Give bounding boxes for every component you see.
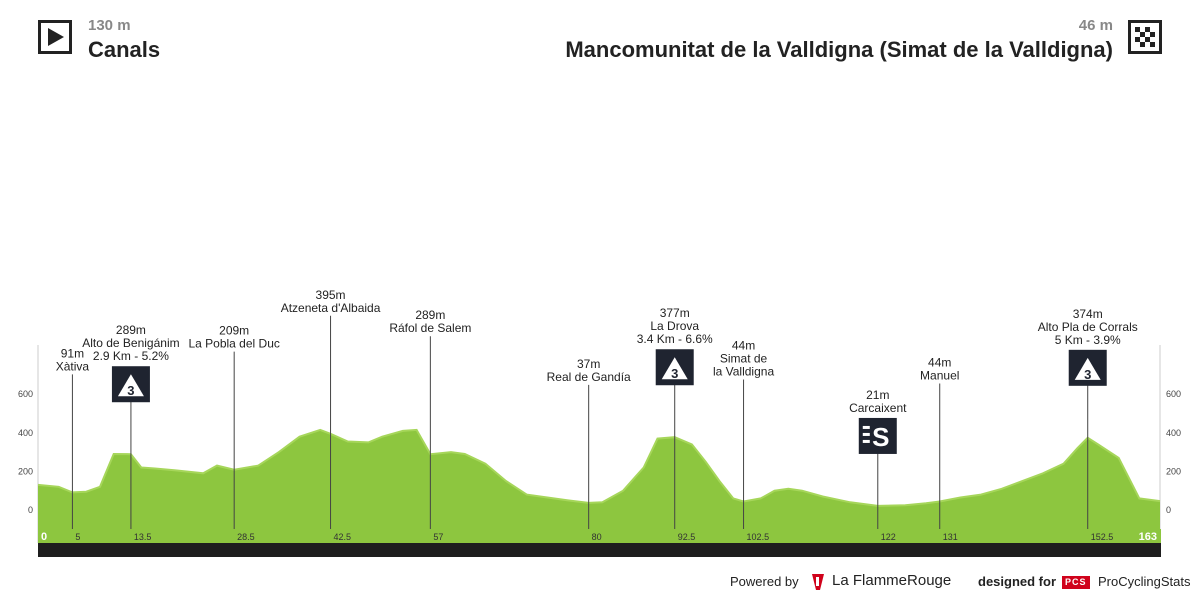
x-tick-label: 131 (943, 532, 958, 542)
x-tick-label: 5 (75, 532, 80, 542)
waypoint-name: 2.9 Km - 5.2% (93, 349, 169, 363)
sprint-speed-line (862, 425, 870, 429)
distance-baseline-bar (38, 543, 1161, 557)
y-tick-label-left: 0 (28, 505, 33, 515)
x-tick-label: 0 (41, 531, 47, 543)
finish-altitude: 46 m (1078, 17, 1113, 34)
waypoint-name: La Drova (650, 319, 699, 333)
x-tick-label: 152.5 (1091, 532, 1114, 542)
waypoint-name: Xàtiva (56, 359, 90, 373)
waypoint-altitude: 44m (732, 339, 755, 353)
waypoint-altitude: 377m (660, 306, 690, 320)
distance-strip (38, 529, 1161, 543)
sprint-speed-line (862, 432, 870, 436)
x-tick-label: 13.5 (134, 532, 152, 542)
y-tick-label-right: 200 (1166, 466, 1181, 476)
waypoint-name: Ráfol de Salem (389, 321, 471, 335)
waypoint-name: la Valldigna (713, 365, 774, 379)
x-tick-label: 92.5 (678, 532, 696, 542)
waypoint-altitude: 91m (61, 346, 84, 360)
waypoint-altitude: 209m (219, 324, 249, 338)
checkered-flag-icon (1128, 20, 1162, 54)
y-tick-label-right: 600 (1166, 389, 1181, 399)
elevation-line (37, 428, 1161, 507)
waypoint-altitude: 21m (866, 388, 889, 402)
waypoint-name: Alto de Benigánim (82, 336, 179, 350)
climb-category-number: 3 (1084, 367, 1091, 382)
powered-by-label: Powered by (730, 574, 799, 589)
mountain-icon (661, 357, 688, 380)
y-tick-label-right: 0 (1166, 505, 1171, 515)
x-tick-label: 57 (433, 532, 443, 542)
x-tick-label: 122 (881, 532, 896, 542)
waypoint-altitude: 395m (316, 288, 346, 302)
waypoint-name: 5 Km - 3.9% (1055, 333, 1121, 347)
climb-category-number: 3 (127, 383, 134, 398)
start-altitude: 130 m (88, 17, 131, 34)
waypoint-altitude: 44m (928, 356, 951, 370)
waypoint-name: Simat de (720, 352, 768, 366)
elevation-area (38, 429, 1160, 543)
waypoint-altitude: 374m (1073, 307, 1103, 321)
la-flamme-rouge-link[interactable]: La FlammeRouge (832, 572, 952, 589)
y-tick-label-left: 600 (18, 389, 33, 399)
x-tick-label: 42.5 (334, 532, 352, 542)
waypoint-name: Manuel (920, 369, 959, 383)
y-tick-label-left: 400 (18, 428, 33, 438)
waypoint-name: La Pobla del Duc (188, 337, 279, 351)
x-tick-label: 102.5 (747, 532, 770, 542)
y-tick-label-right: 400 (1166, 428, 1181, 438)
waypoint-name: 3.4 Km - 6.6% (637, 332, 713, 346)
waypoint-altitude: 289m (116, 323, 146, 337)
y-tick-label-left: 200 (18, 466, 33, 476)
waypoint-name: Carcaixent (849, 401, 907, 415)
mountain-icon (1074, 357, 1101, 380)
x-tick-label: 80 (592, 532, 602, 542)
pcs-logo-badge: PCS (1062, 576, 1090, 589)
waypoint-name: Real de Gandía (547, 370, 631, 384)
designed-for-label: designed for (978, 574, 1057, 589)
sprint-badge-letter: S (872, 422, 889, 452)
la-flamme-rouge-logo-icon (812, 574, 824, 590)
waypoint-altitude: 289m (415, 308, 445, 322)
sprint-speed-line (862, 439, 870, 443)
x-tick-label: 163 (1139, 531, 1157, 543)
mountain-icon (117, 374, 144, 397)
start-location: Canals (88, 37, 161, 62)
waypoint-name: Atzeneta d'Albaida (281, 301, 381, 315)
x-tick-label: 28.5 (237, 532, 255, 542)
play-icon (38, 20, 72, 54)
waypoint-altitude: 37m (577, 357, 600, 371)
waypoint-name: Alto Pla de Corrals (1038, 320, 1138, 334)
finish-location: Mancomunitat de la Valldigna (Simat de l… (565, 37, 1113, 62)
climb-category-number: 3 (671, 366, 678, 381)
procyclingstats-link[interactable]: ProCyclingStats (1098, 574, 1191, 589)
